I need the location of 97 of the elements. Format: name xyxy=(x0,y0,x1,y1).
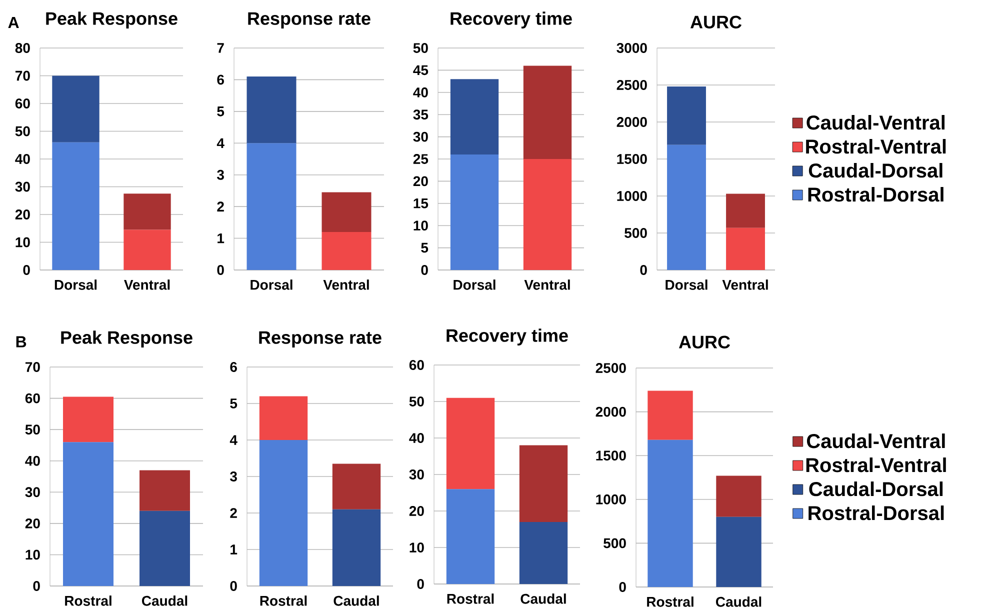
chart-title: Recovery time xyxy=(446,328,568,346)
y-tick-label: 2 xyxy=(217,202,224,212)
y-tick-label: 1500 xyxy=(617,154,647,164)
y-tick-label: 70 xyxy=(15,70,30,81)
y-tick-label: 4 xyxy=(230,435,238,445)
y-tick-label: 70 xyxy=(25,362,40,372)
y-tick-label: 1500 xyxy=(596,450,626,461)
y-tick-label: 30 xyxy=(15,182,30,192)
y-tick-label: 60 xyxy=(15,98,30,108)
x-tick-label: Ventral xyxy=(524,280,570,290)
x-tick-label: Rostral xyxy=(65,596,112,606)
x-tick-label: Dorsal xyxy=(250,280,292,290)
text: A xyxy=(8,17,19,28)
x-tick-label: Ventral xyxy=(124,280,170,290)
chart-title: Recovery time xyxy=(450,12,572,28)
chart-title: AURC xyxy=(678,336,730,348)
y-tick-label: 0 xyxy=(23,265,30,275)
chart-title: Response rate xyxy=(248,12,370,28)
x-tick-label: Rostral xyxy=(260,596,307,606)
x-tick-label: Caudal xyxy=(520,594,566,604)
x-tick-label: Ventral xyxy=(722,280,768,290)
x-tick-label: Rostral xyxy=(647,596,694,607)
y-tick-label: 5 xyxy=(217,106,224,116)
y-tick-label: 30 xyxy=(413,132,428,142)
y-tick-label: 3 xyxy=(230,472,237,482)
legend-label: Rostral-Dorsal xyxy=(808,186,944,202)
y-tick-label: 1 xyxy=(218,233,224,244)
y-tick-label: 40 xyxy=(409,433,424,443)
y-tick-label: 40 xyxy=(413,87,428,98)
y-tick-label: 60 xyxy=(25,393,40,404)
text: B xyxy=(16,336,26,348)
y-tick-label: 0 xyxy=(619,582,626,592)
legend-label: Caudal-Ventral xyxy=(806,115,944,130)
y-tick-label: 7 xyxy=(217,43,224,53)
y-tick-label: 1000 xyxy=(617,191,647,201)
y-tick-label: 2000 xyxy=(596,406,626,417)
y-tick-label: 0 xyxy=(640,265,647,275)
y-tick-label: 25 xyxy=(413,154,428,164)
y-tick-label: 3 xyxy=(217,170,224,180)
x-tick-label: Rostral xyxy=(447,594,494,604)
y-tick-label: 0 xyxy=(421,265,428,275)
y-tick-label: 30 xyxy=(25,487,40,498)
y-tick-label: 20 xyxy=(15,210,30,220)
y-tick-label: 30 xyxy=(409,470,424,480)
x-tick-label: Caudal xyxy=(716,596,762,607)
y-tick-label: 2 xyxy=(230,508,237,518)
y-tick-label: 1 xyxy=(230,544,238,554)
y-tick-label: 0 xyxy=(217,265,224,275)
y-tick-label: 6 xyxy=(230,362,237,372)
y-tick-label: 0 xyxy=(230,581,237,591)
y-tick-label: 60 xyxy=(409,360,424,370)
y-tick-label: 1000 xyxy=(596,494,626,504)
y-tick-label: 5 xyxy=(230,398,238,408)
y-tick-label: 40 xyxy=(25,456,40,466)
legend-label: Caudal-Dorsal xyxy=(809,482,943,496)
y-tick-label: 50 xyxy=(25,424,40,435)
y-tick-label: 3000 xyxy=(616,43,647,53)
y-tick-label: 20 xyxy=(25,518,40,528)
y-tick-label: 4 xyxy=(216,138,224,148)
y-tick-label: 45 xyxy=(413,65,428,76)
legend-label: Rostral-Dorsal xyxy=(808,505,944,520)
y-tick-label: 20 xyxy=(409,506,424,516)
y-tick-label: 2500 xyxy=(616,80,647,90)
x-tick-label: Caudal xyxy=(334,596,379,606)
y-tick-label: 500 xyxy=(624,228,647,238)
legend-label: Caudal-Ventral xyxy=(806,434,945,448)
legend-label: Rostral-Ventral xyxy=(806,458,946,472)
y-tick-label: 0 xyxy=(417,579,424,589)
x-tick-label: Dorsal xyxy=(666,280,708,290)
legend-label: Rostral-Ventral xyxy=(806,139,946,154)
y-tick-label: 10 xyxy=(16,237,30,248)
y-tick-label: 10 xyxy=(26,550,40,560)
y-tick-label: 10 xyxy=(410,542,424,552)
y-tick-label: 0 xyxy=(33,581,40,591)
y-tick-label: 2500 xyxy=(596,363,626,373)
y-tick-label: 80 xyxy=(15,43,30,53)
y-tick-label: 6 xyxy=(217,74,224,85)
y-tick-label: 35 xyxy=(413,110,428,120)
chart-title: AURC xyxy=(690,16,742,28)
chart-title: Peak Response xyxy=(46,12,178,28)
x-tick-label: Dorsal xyxy=(454,280,496,290)
y-tick-label: 10 xyxy=(414,220,428,231)
y-tick-label: 15 xyxy=(414,198,428,208)
x-tick-label: Caudal xyxy=(142,596,188,606)
y-tick-label: 500 xyxy=(604,538,626,548)
y-tick-label: 50 xyxy=(409,396,424,406)
y-tick-label: 50 xyxy=(413,43,428,53)
y-tick-label: 40 xyxy=(15,154,30,164)
y-tick-label: 5 xyxy=(421,242,428,253)
x-tick-label: Ventral xyxy=(323,280,369,290)
y-tick-label: 50 xyxy=(15,126,30,136)
y-tick-label: 20 xyxy=(413,176,428,186)
chart-title: Response rate xyxy=(259,331,382,348)
chart-title: Peak Response xyxy=(61,330,192,348)
y-tick-label: 2000 xyxy=(616,117,647,127)
x-tick-label: Dorsal xyxy=(54,280,97,290)
legend-label: Caudal-Dorsal xyxy=(808,162,942,178)
